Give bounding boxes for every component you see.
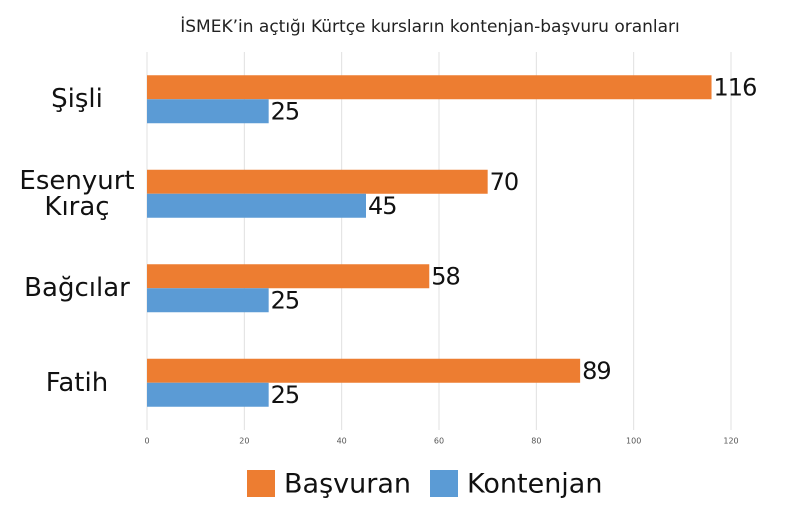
value-label: 45 — [368, 192, 397, 220]
bar — [147, 169, 488, 194]
x-tick-label: 0 — [144, 437, 149, 446]
legend-swatch — [247, 470, 275, 497]
value-label: 70 — [490, 168, 519, 196]
value-label: 89 — [582, 357, 611, 385]
bar — [147, 264, 430, 289]
legend-label: Başvuran — [284, 469, 411, 500]
x-tick-label: 20 — [239, 437, 249, 446]
category-label: Esenyurt Kıraç — [19, 165, 135, 222]
bar — [147, 75, 712, 100]
bar — [147, 99, 269, 124]
bar — [147, 382, 269, 407]
x-tick-label: 100 — [626, 437, 641, 446]
category-label: Fatih — [45, 367, 109, 398]
value-label: 58 — [431, 262, 460, 290]
value-label: 25 — [271, 381, 300, 409]
bar — [147, 193, 366, 218]
chart-title: İSMEK’in açtığı Kürtçe kursların kontenj… — [180, 16, 680, 37]
x-tick-label: 120 — [723, 437, 738, 446]
value-label: 25 — [271, 286, 300, 314]
bar — [147, 358, 581, 383]
bar — [147, 288, 269, 313]
value-label: 25 — [271, 97, 300, 125]
x-tick-label: 80 — [531, 437, 541, 446]
x-tick-label: 40 — [337, 437, 347, 446]
legend-swatch — [430, 470, 458, 497]
legend-label: Kontenjan — [467, 469, 602, 500]
category-label: Şişli — [51, 84, 103, 115]
value-label: 116 — [714, 73, 757, 101]
x-tick-label: 60 — [434, 437, 444, 446]
category-label: Bağcılar — [24, 273, 130, 304]
